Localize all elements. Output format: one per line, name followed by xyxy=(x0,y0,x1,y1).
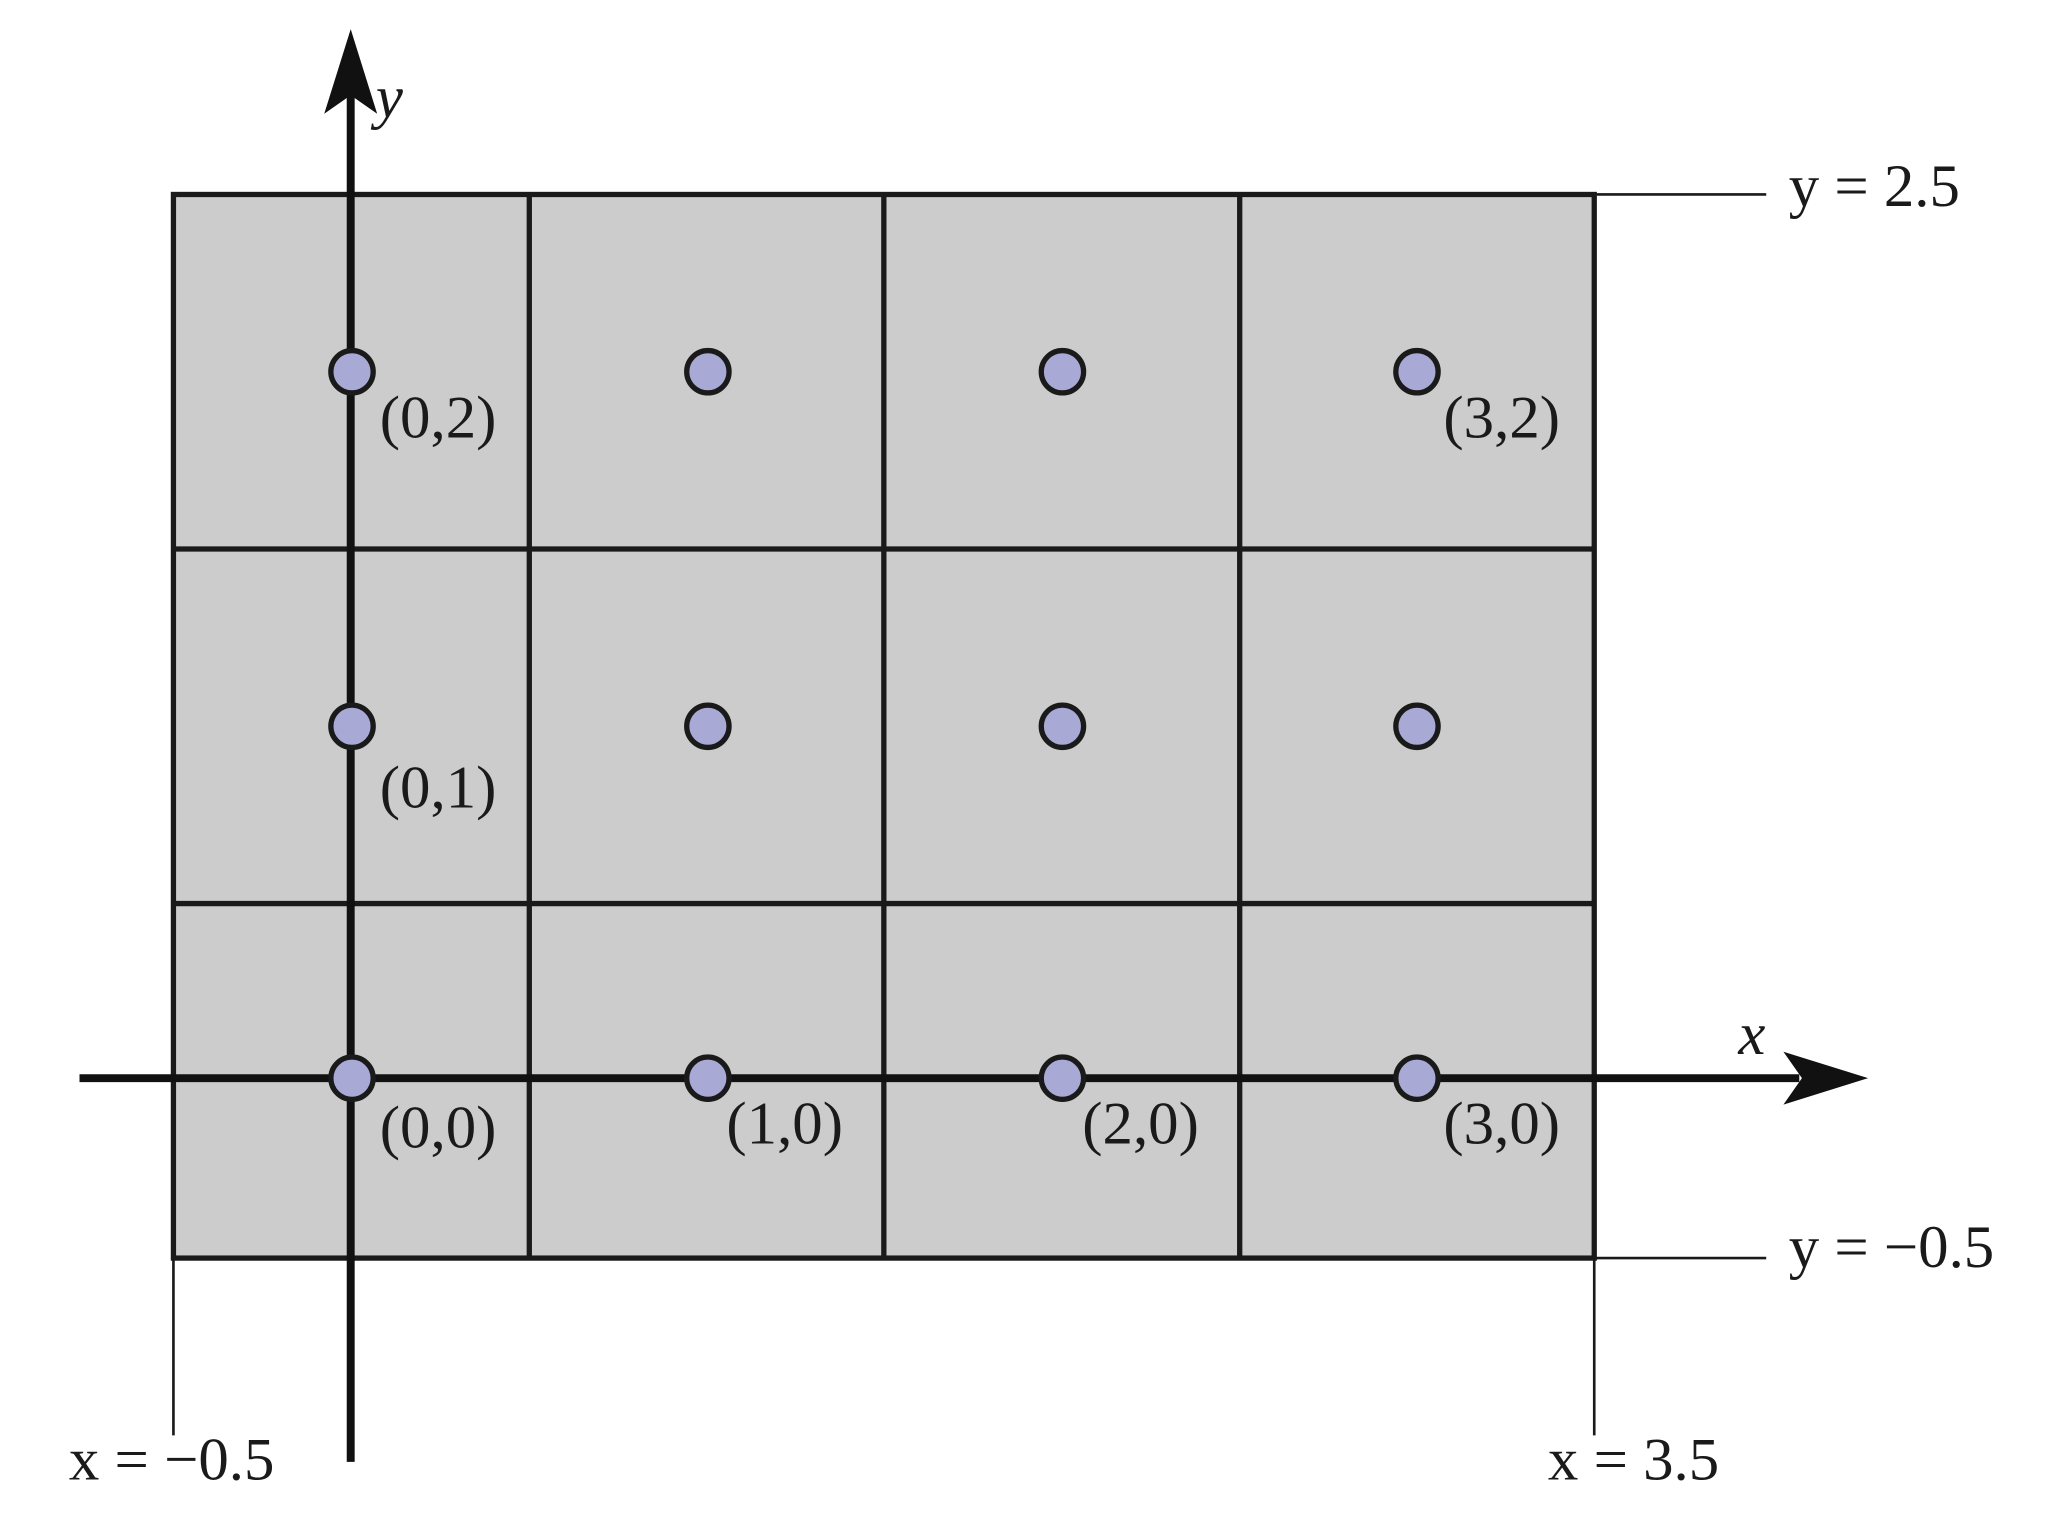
point xyxy=(1393,702,1441,751)
point-label: (2,0) xyxy=(1082,1091,1199,1158)
point-label: (0,0) xyxy=(380,1095,497,1162)
point xyxy=(328,1054,376,1102)
point xyxy=(684,1054,732,1102)
point xyxy=(1038,702,1087,751)
point-label: (0,1) xyxy=(380,755,497,822)
x-arrow xyxy=(1783,1051,1869,1105)
bound-label: x = −0.5 xyxy=(69,1427,275,1494)
point-label: (3,0) xyxy=(1443,1091,1560,1158)
reference-lines xyxy=(172,193,1767,1436)
point xyxy=(328,702,376,751)
bound-label: y = 2.5 xyxy=(1789,153,1960,220)
bound-label: y = −0.5 xyxy=(1789,1214,1995,1281)
point-label: (1,0) xyxy=(726,1091,843,1158)
point xyxy=(684,702,732,751)
point-label: (0,2) xyxy=(380,384,497,451)
point xyxy=(1393,347,1441,396)
x-axis-label: x xyxy=(1737,1001,1765,1068)
y-arrow xyxy=(324,29,378,114)
point xyxy=(1393,1054,1441,1102)
y-axis-label: y xyxy=(370,64,404,131)
point xyxy=(1038,1054,1087,1102)
point xyxy=(1038,347,1087,396)
point xyxy=(328,347,376,396)
point xyxy=(684,347,732,396)
bound-label: x = 3.5 xyxy=(1548,1427,1719,1494)
point-label: (3,2) xyxy=(1443,384,1560,451)
pixel-centers xyxy=(328,347,1441,1102)
